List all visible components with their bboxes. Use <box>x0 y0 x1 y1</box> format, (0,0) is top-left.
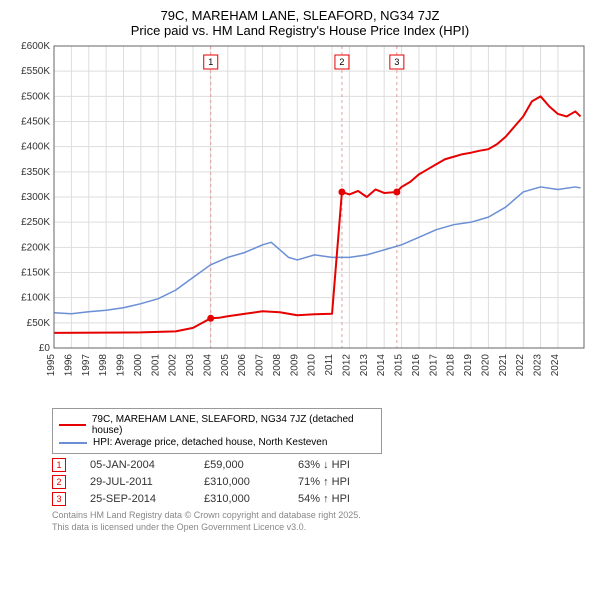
svg-text:£150K: £150K <box>21 268 50 279</box>
legend-row-property: 79C, MAREHAM LANE, SLEAFORD, NG34 7JZ (d… <box>59 414 375 436</box>
chart-container: 79C, MAREHAM LANE, SLEAFORD, NG34 7JZ Pr… <box>0 0 600 590</box>
chart-area: £0 £50K £100K £150K £200K £250K £300K £350K £400… <box>10 42 590 402</box>
svg-text:1: 1 <box>208 57 213 67</box>
svg-text:2000: 2000 <box>133 354 144 377</box>
legend-box: 79C, MAREHAM LANE, SLEAFORD, NG34 7JZ (d… <box>52 408 382 454</box>
svg-text:2008: 2008 <box>272 354 283 377</box>
sale-delta-2: 71% ↑ HPI <box>298 476 388 488</box>
svg-text:£450K: £450K <box>21 117 50 128</box>
sale-date-1: 05-JAN-2004 <box>90 459 180 471</box>
svg-text:3: 3 <box>394 57 399 67</box>
sale-marker-3: 3 <box>52 492 66 506</box>
svg-text:£200K: £200K <box>21 242 50 253</box>
sale-price-1: £59,000 <box>204 459 274 471</box>
svg-text:2017: 2017 <box>428 354 439 377</box>
sale-date-3: 25-SEP-2014 <box>90 493 180 505</box>
legend-label-property: 79C, MAREHAM LANE, SLEAFORD, NG34 7JZ (d… <box>92 414 375 436</box>
svg-text:2011: 2011 <box>324 354 335 376</box>
svg-text:2006: 2006 <box>237 354 248 377</box>
chart-svg: £0 £50K £100K £150K £200K £250K £300K £350K £400… <box>10 42 590 402</box>
title-block: 79C, MAREHAM LANE, SLEAFORD, NG34 7JZ Pr… <box>8 8 592 38</box>
footer-line2: This data is licensed under the Open Gov… <box>52 522 572 534</box>
svg-text:£550K: £550K <box>21 66 50 77</box>
svg-text:2016: 2016 <box>411 354 422 377</box>
svg-text:£500K: £500K <box>21 91 50 102</box>
svg-text:£400K: £400K <box>21 142 50 153</box>
sales-table: 1 05-JAN-2004 £59,000 63% ↓ HPI 2 29-JUL… <box>52 458 572 506</box>
svg-text:2020: 2020 <box>480 354 491 377</box>
sale-price-3: £310,000 <box>204 493 274 505</box>
svg-text:1998: 1998 <box>98 354 109 377</box>
svg-text:2004: 2004 <box>202 354 213 377</box>
svg-text:2003: 2003 <box>185 354 196 377</box>
svg-text:2007: 2007 <box>255 354 266 377</box>
sale-row-1: 1 05-JAN-2004 £59,000 63% ↓ HPI <box>52 458 572 472</box>
svg-text:2009: 2009 <box>289 354 300 377</box>
sale-marker-1: 1 <box>52 458 66 472</box>
title-address: 79C, MAREHAM LANE, SLEAFORD, NG34 7JZ <box>8 8 592 23</box>
svg-text:2002: 2002 <box>168 354 179 377</box>
svg-text:1999: 1999 <box>116 354 127 377</box>
svg-text:2010: 2010 <box>307 354 318 377</box>
svg-text:£300K: £300K <box>21 192 50 203</box>
svg-text:2024: 2024 <box>550 354 561 377</box>
sale-delta-3: 54% ↑ HPI <box>298 493 388 505</box>
legend-label-hpi: HPI: Average price, detached house, Nort… <box>93 437 327 448</box>
svg-text:2012: 2012 <box>341 354 352 377</box>
svg-text:2015: 2015 <box>394 354 405 377</box>
svg-text:2014: 2014 <box>376 354 387 377</box>
svg-text:£50K: £50K <box>27 318 51 329</box>
legend-swatch-property <box>59 424 86 426</box>
svg-text:2021: 2021 <box>498 354 509 377</box>
svg-text:2005: 2005 <box>220 354 231 377</box>
footer-line1: Contains HM Land Registry data © Crown c… <box>52 510 572 522</box>
legend-swatch-hpi <box>59 442 87 444</box>
footer-text: Contains HM Land Registry data © Crown c… <box>52 510 572 533</box>
svg-text:£250K: £250K <box>21 217 50 228</box>
svg-text:£100K: £100K <box>21 293 50 304</box>
sale-date-2: 29-JUL-2011 <box>90 476 180 488</box>
svg-text:2001: 2001 <box>150 354 161 377</box>
svg-text:2023: 2023 <box>533 354 544 377</box>
svg-text:2019: 2019 <box>463 354 474 377</box>
sale-price-2: £310,000 <box>204 476 274 488</box>
svg-text:1995: 1995 <box>46 354 57 377</box>
sale-row-2: 2 29-JUL-2011 £310,000 71% ↑ HPI <box>52 475 572 489</box>
svg-text:2: 2 <box>339 57 344 67</box>
svg-text:£350K: £350K <box>21 167 50 178</box>
svg-text:1997: 1997 <box>81 354 92 377</box>
svg-text:2022: 2022 <box>515 354 526 377</box>
sale-delta-1: 63% ↓ HPI <box>298 459 388 471</box>
legend-row-hpi: HPI: Average price, detached house, Nort… <box>59 437 375 448</box>
sale-marker-2: 2 <box>52 475 66 489</box>
svg-text:1996: 1996 <box>63 354 74 377</box>
svg-text:£0: £0 <box>39 343 51 354</box>
svg-text:2013: 2013 <box>359 354 370 377</box>
sale-row-3: 3 25-SEP-2014 £310,000 54% ↑ HPI <box>52 492 572 506</box>
svg-text:£600K: £600K <box>21 42 50 52</box>
svg-text:2018: 2018 <box>446 354 457 377</box>
title-subtitle: Price paid vs. HM Land Registry's House … <box>8 23 592 38</box>
